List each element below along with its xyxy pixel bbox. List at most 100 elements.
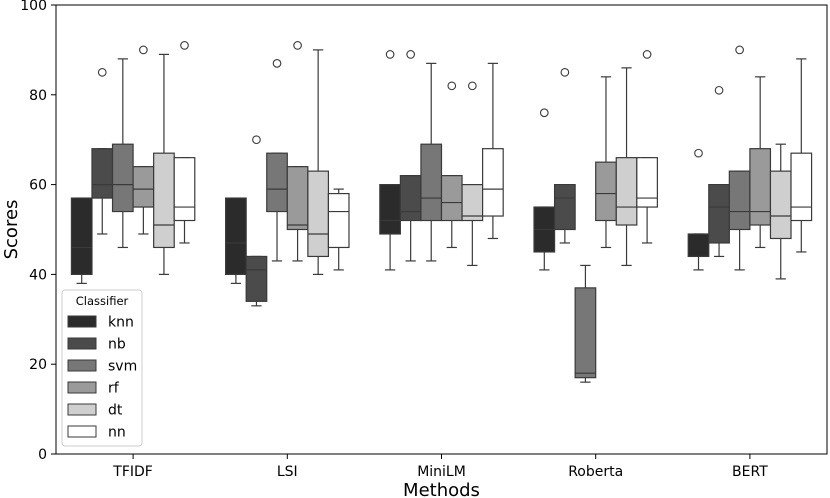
box-rf-Roberta xyxy=(595,76,617,249)
outlier-point xyxy=(447,81,457,91)
box-knn-Roberta xyxy=(533,108,556,271)
outlier-point xyxy=(293,41,302,50)
box-rf-BERT xyxy=(749,76,772,249)
box-rf-MiniLM xyxy=(440,81,463,249)
box-svm-Roberta xyxy=(574,264,597,383)
legend: Classifier knn nb svm rf dt nn xyxy=(61,289,143,447)
plot-area xyxy=(70,41,813,383)
box-iqr xyxy=(399,175,422,222)
box-iqr xyxy=(687,233,710,258)
outlier-point xyxy=(252,135,261,145)
y-tick-label: 60 xyxy=(29,178,47,194)
y-axis-label: Scores xyxy=(1,200,22,260)
box-nn-LSI xyxy=(327,188,350,271)
legend-swatch-nn xyxy=(67,425,97,438)
y-tick-label: 80 xyxy=(29,88,47,104)
box-nb-MiniLM xyxy=(399,50,422,262)
outlier-point xyxy=(694,148,703,158)
box-iqr xyxy=(595,161,617,222)
outlier-point xyxy=(735,45,744,55)
box-nn-Roberta xyxy=(636,50,658,244)
box-iqr xyxy=(225,197,247,276)
box-iqr xyxy=(70,197,93,276)
outlier-point xyxy=(97,67,107,77)
x-tick-label-tfidf: TFIDF xyxy=(112,464,153,480)
legend-label-knn: knn xyxy=(108,315,134,331)
legend-swatch-rf xyxy=(67,381,97,394)
box-knn-MiniLM xyxy=(379,50,401,271)
y-tick-label: 0 xyxy=(38,447,47,463)
box-nb-Roberta xyxy=(553,67,576,244)
legend-label-svm: svm xyxy=(108,359,137,375)
box-knn-TFIDF xyxy=(70,197,93,284)
y-tick-label: 40 xyxy=(29,267,47,283)
box-iqr xyxy=(553,184,576,231)
box-dt-TFIDF xyxy=(153,53,175,275)
outlier-point xyxy=(406,50,416,59)
box-iqr xyxy=(461,184,484,222)
x-tick-label-bert: BERT xyxy=(732,464,768,480)
box-dt-BERT xyxy=(769,143,792,280)
box-nn-MiniLM xyxy=(482,62,504,240)
legend-label-dt: dt xyxy=(108,403,123,419)
outlier-point xyxy=(642,50,652,59)
box-iqr xyxy=(379,184,401,235)
box-nn-BERT xyxy=(790,58,813,253)
y-tick-label: 100 xyxy=(20,0,47,14)
outlier-point xyxy=(539,108,549,118)
outlier-point xyxy=(139,45,148,55)
box-iqr xyxy=(245,255,268,302)
legend-swatch-knn xyxy=(67,315,97,328)
box-rf-TFIDF xyxy=(132,45,155,235)
outlier-point xyxy=(272,59,282,68)
legend-swatch-svm xyxy=(67,359,97,372)
box-svm-TFIDF xyxy=(111,58,134,249)
box-svm-LSI xyxy=(266,59,288,262)
box-iqr xyxy=(769,170,792,240)
box-iqr xyxy=(153,152,175,249)
box-iqr xyxy=(728,170,751,231)
box-iqr xyxy=(91,148,114,199)
x-axis-label: Methods xyxy=(403,480,480,498)
legend-title: Classifier xyxy=(76,294,129,308)
box-iqr xyxy=(615,157,638,226)
x-tick-label-roberta: Roberta xyxy=(568,464,623,480)
box-nb-BERT xyxy=(708,85,730,258)
box-iqr xyxy=(286,166,309,231)
x-tick-label-minilm: MiniLM xyxy=(417,464,466,480)
legend-swatch-nb xyxy=(67,337,97,350)
box-iqr xyxy=(440,175,463,222)
box-iqr xyxy=(636,157,658,208)
box-iqr xyxy=(327,192,350,249)
y-axis-ticks: 0 20 40 60 80 100 xyxy=(20,0,56,463)
box-iqr xyxy=(420,143,443,222)
box-knn-LSI xyxy=(225,197,247,284)
outlier-point xyxy=(385,50,395,59)
box-dt-LSI xyxy=(307,49,330,275)
box-iqr xyxy=(790,152,813,222)
y-tick-label: 20 xyxy=(29,357,47,373)
box-knn-BERT xyxy=(687,148,710,271)
outlier-point xyxy=(180,41,189,50)
box-dt-MiniLM xyxy=(461,81,484,267)
box-iqr xyxy=(111,143,134,213)
box-iqr xyxy=(266,152,288,213)
box-dt-Roberta xyxy=(615,67,638,267)
box-iqr xyxy=(307,170,330,258)
outlier-point xyxy=(560,67,570,77)
outlier-point xyxy=(467,81,477,91)
box-iqr xyxy=(482,148,504,217)
box-nb-TFIDF xyxy=(91,67,114,235)
box-svm-MiniLM xyxy=(420,62,443,262)
box-iqr xyxy=(574,287,597,379)
legend-swatch-dt xyxy=(67,403,97,416)
box-rf-LSI xyxy=(286,41,309,262)
x-tick-label-lsi: LSI xyxy=(277,464,298,480)
box-iqr xyxy=(708,184,730,244)
legend-label-nn: nn xyxy=(108,425,126,441)
box-svm-BERT xyxy=(728,45,751,271)
outlier-point xyxy=(714,85,724,95)
legend-label-rf: rf xyxy=(108,381,120,397)
box-iqr xyxy=(749,148,772,226)
